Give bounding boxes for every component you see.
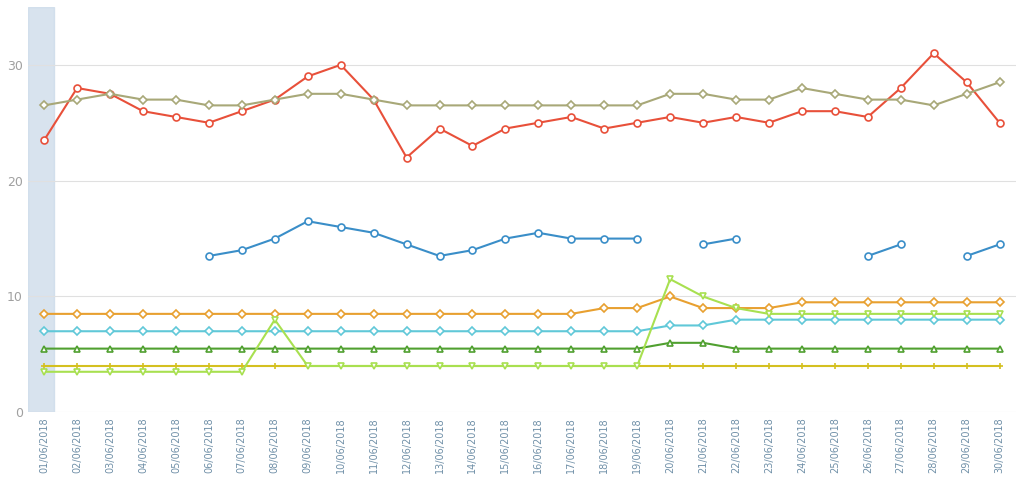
Bar bbox=[28, 7, 54, 412]
